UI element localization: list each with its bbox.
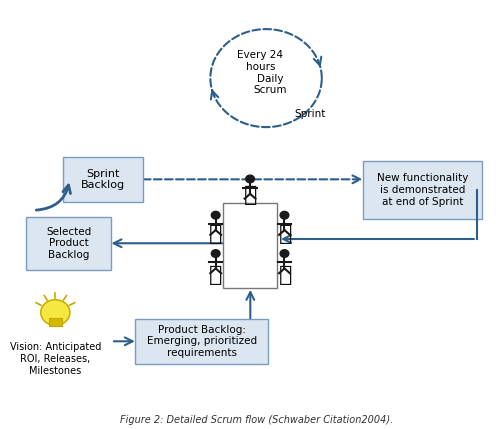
Text: Selected
Product
Backlog: Selected Product Backlog bbox=[46, 227, 92, 260]
Text: Daily
Scrum: Daily Scrum bbox=[253, 74, 286, 95]
Text: Vision: Anticipated
ROI, Releases,
Milestones: Vision: Anticipated ROI, Releases, Miles… bbox=[10, 342, 101, 375]
Text: Every 24
hours: Every 24 hours bbox=[238, 50, 284, 72]
Text: ⛹: ⛹ bbox=[208, 265, 222, 285]
Text: Figure 2: Detailed Scrum flow (Schwaber Citation2004).: Figure 2: Detailed Scrum flow (Schwaber … bbox=[120, 415, 393, 426]
Circle shape bbox=[212, 250, 220, 257]
FancyBboxPatch shape bbox=[224, 202, 277, 288]
Text: ⛹: ⛹ bbox=[208, 224, 222, 244]
FancyBboxPatch shape bbox=[363, 161, 482, 219]
Circle shape bbox=[246, 175, 254, 183]
Text: ⛹: ⛹ bbox=[279, 224, 292, 244]
Text: New functionality
is demonstrated
at end of Sprint: New functionality is demonstrated at end… bbox=[376, 173, 468, 207]
Text: Sprint: Sprint bbox=[294, 109, 326, 119]
Text: ⛹: ⛹ bbox=[279, 265, 292, 285]
Text: ⛹: ⛹ bbox=[244, 185, 257, 205]
FancyBboxPatch shape bbox=[48, 318, 62, 326]
FancyBboxPatch shape bbox=[26, 217, 111, 270]
Text: Sprint
Backlog: Sprint Backlog bbox=[80, 169, 124, 190]
FancyBboxPatch shape bbox=[136, 319, 268, 364]
FancyBboxPatch shape bbox=[62, 157, 142, 202]
Text: Product Backlog:
Emerging, prioritized
requirements: Product Backlog: Emerging, prioritized r… bbox=[147, 325, 257, 358]
Circle shape bbox=[280, 250, 289, 257]
Circle shape bbox=[280, 211, 289, 219]
Circle shape bbox=[212, 211, 220, 219]
Circle shape bbox=[41, 300, 70, 325]
